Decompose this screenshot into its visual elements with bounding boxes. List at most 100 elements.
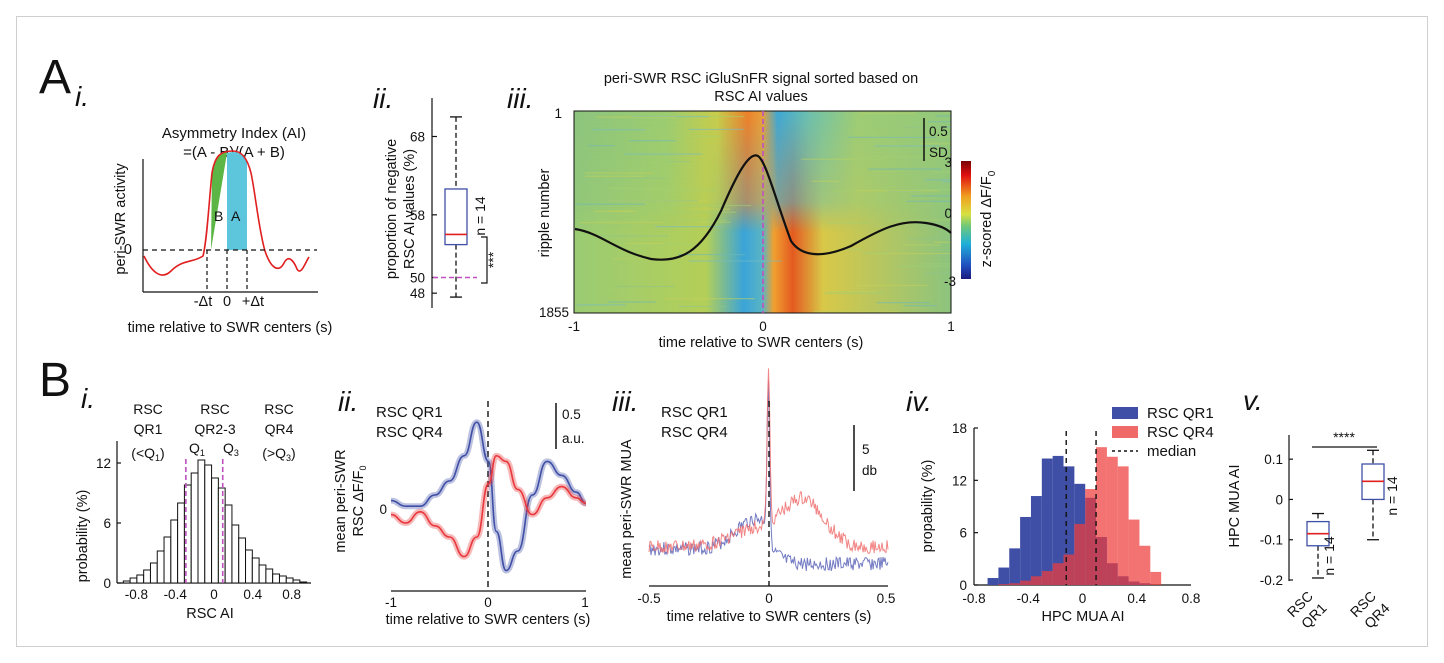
heatmap-texture-line	[612, 177, 666, 179]
heatmap-texture-line	[868, 168, 942, 170]
histogram-bar	[224, 504, 233, 584]
heatmap-texture-line	[922, 263, 951, 265]
histogram-bar	[204, 464, 213, 584]
heatmap-texture-line	[668, 204, 752, 207]
legend-qr1: RSC QR1	[376, 404, 443, 421]
category-qr1: RSC QR1	[1284, 588, 1330, 632]
panel-b-ii-ylabel-2: RSC ΔF/F0	[351, 465, 368, 536]
tick-pos-dt: +Δt	[242, 294, 264, 310]
hist-bar-qr1	[1030, 496, 1042, 585]
heatmap-texture-line	[949, 281, 951, 283]
ytick-label: 68	[410, 130, 425, 145]
panel-b-iii-xtick-0: 0	[765, 591, 773, 606]
histogram-bar	[197, 459, 206, 584]
heatmap-texture-line	[632, 244, 707, 246]
panel-a-i-xlabel: time relative to SWR centers (s)	[128, 320, 333, 336]
histogram-bar	[285, 577, 294, 584]
ytick-label: 6	[959, 526, 967, 541]
xtick-label: 0.8	[282, 587, 301, 602]
area-a-label: A	[231, 208, 241, 224]
heatmap-texture-line	[696, 135, 722, 137]
heatmap-texture-line	[862, 252, 890, 254]
histogram-bar	[258, 564, 267, 584]
heatmap-texture-line	[679, 219, 727, 221]
panel-b-ii-traces	[390, 419, 587, 574]
q3-label: Q3	[223, 440, 239, 458]
box	[444, 188, 468, 246]
svg-text:(>Q3): (>Q3)	[262, 445, 295, 463]
heatmap-texture-line	[689, 128, 744, 131]
panel-b-iii-ylabel: mean peri-SWR MUA	[619, 439, 635, 579]
figure-frame: A i. Asymmetry Index (AI) =(A - B)/(A + …	[16, 16, 1428, 647]
panel-a-letter: A	[39, 51, 71, 104]
heatmap-texture-line	[689, 260, 782, 262]
heatmap-texture-line	[940, 126, 951, 128]
heatmap-texture-line	[931, 171, 951, 173]
hist-bar-qr1	[1020, 516, 1031, 585]
n-qr1: n = 14	[1321, 536, 1337, 576]
panel-b-v-ticks: -0.2 -0.1 0 0.1	[1260, 452, 1293, 588]
legend-iii-qr4: RSC QR4	[661, 424, 728, 441]
histogram-bar	[299, 581, 308, 584]
ytick-label: 12	[952, 473, 967, 488]
histogram-bar	[211, 477, 219, 584]
xtick-label: 0	[1079, 591, 1087, 606]
panel-b-ii-xtick-0: 0	[484, 595, 492, 610]
scale-c-2: db	[862, 463, 877, 478]
heatmap-texture-line	[897, 265, 951, 268]
heatmap-texture-line	[665, 161, 690, 163]
ytick-label: -0.2	[1260, 573, 1283, 588]
heatmap-texture-line	[625, 242, 664, 245]
hist-bar-qr4	[1106, 456, 1118, 585]
heatmap-texture-line	[856, 190, 940, 192]
panel-b-ii-label: ii.	[338, 386, 358, 417]
xtick-label: 0.4	[243, 587, 262, 602]
hist-bar-qr1	[1063, 466, 1075, 585]
histogram-bar	[251, 557, 260, 584]
heatmap-texture-line	[607, 301, 656, 303]
mua-trace-qr4	[648, 368, 889, 554]
heatmap-texture-line	[655, 226, 723, 228]
hist-bar-qr4	[1096, 447, 1107, 585]
heatmap-texture-line	[575, 203, 645, 205]
heatmap-texture-line	[928, 121, 951, 123]
scale-label-2: SD	[929, 145, 948, 160]
xtick-label: 0.8	[1182, 591, 1201, 606]
hist-bar-qr4	[1063, 554, 1075, 585]
heatmap-texture-line	[942, 181, 951, 183]
tick-neg-dt: -Δt	[194, 294, 213, 310]
svg-text:QR4: QR4	[265, 421, 294, 437]
hist-bar-qr4	[1041, 571, 1053, 585]
heatmap-texture-line	[935, 115, 951, 117]
hist-bar-qr4	[1020, 580, 1031, 585]
panel-b-i: i. RSC QR1 (<Q1) RSC QR2-3 RSC QR4 (>Q3)…	[75, 383, 311, 622]
hist-bar-qr4	[1074, 523, 1086, 585]
panel-b-ii-ylabel-1: mean peri-SWR	[333, 449, 349, 552]
xtick-label: 0	[210, 587, 218, 602]
heatmap-texture-line	[596, 116, 677, 118]
heatmap-texture-line	[868, 156, 944, 158]
heatmap-texture-line	[606, 200, 698, 202]
legend-swatch-qr1	[1112, 407, 1138, 419]
hist-bar-qr1	[1041, 458, 1053, 585]
panel-a-i-title-1: Asymmetry Index (AI)	[162, 125, 306, 142]
panel-b-iii-label: iii.	[612, 386, 638, 417]
heatmap-texture-line	[915, 189, 951, 191]
panel-a-ii-box	[433, 116, 477, 298]
heatmap-texture-line	[608, 187, 670, 189]
heatmap-texture-line	[934, 241, 951, 243]
heatmap-texture-line	[591, 129, 645, 131]
hist-bar-qr4	[1150, 571, 1162, 585]
heatmap-texture-line	[597, 235, 669, 237]
histogram-bar	[217, 487, 226, 584]
heatmap-texture-line	[629, 140, 676, 142]
panel-b-iv-ticks: 0 6 12 18 -0.8 -0.4 0 0.4 0.8	[952, 421, 1200, 606]
heatmap-texture-line	[876, 302, 930, 304]
figure-canvas: A i. Asymmetry Index (AI) =(A - B)/(A + …	[39, 51, 1400, 632]
panel-a-i-ylabel: peri-SWR activity	[113, 163, 129, 275]
panel-b-i-ylabel: probability (%)	[75, 490, 91, 583]
ytick-label: 0	[1275, 492, 1283, 507]
heatmap-texture-line	[859, 112, 916, 114]
panel-b-i-xlabel: RSC AI	[186, 606, 234, 622]
heatmap-texture-line	[874, 145, 940, 147]
